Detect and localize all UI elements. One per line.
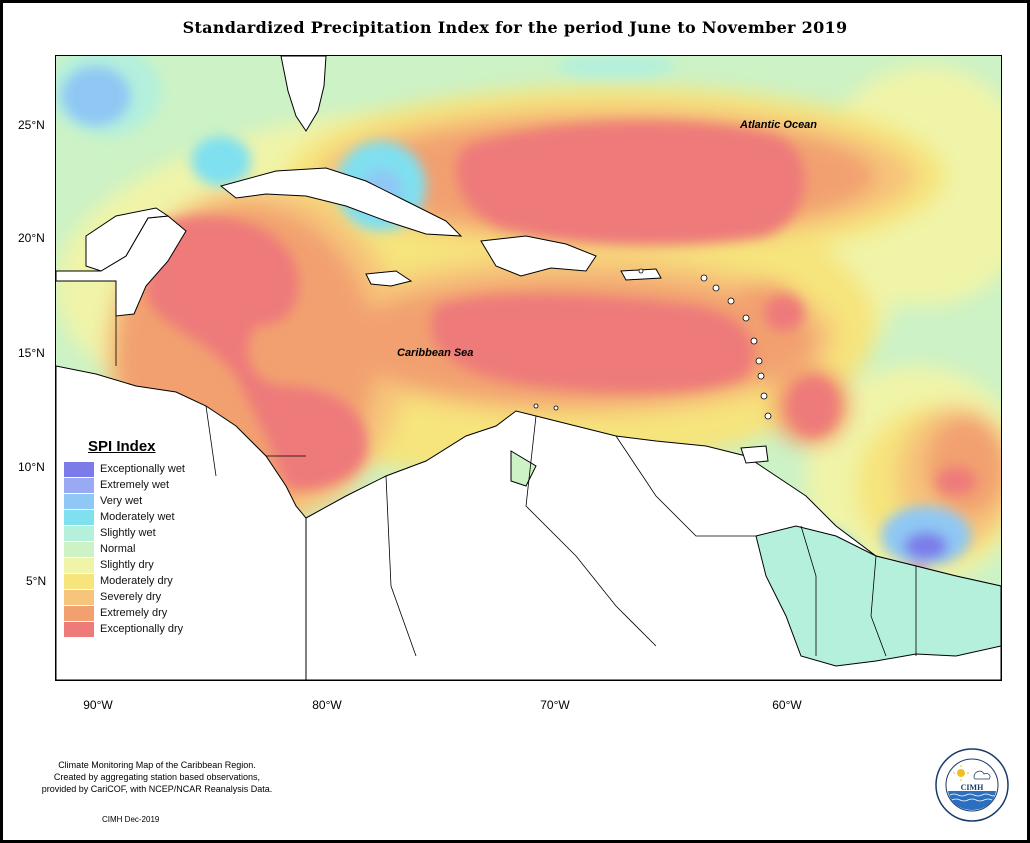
legend-rows: Exceptionally wet Extremely wet Very wet Mo… (64, 461, 244, 637)
legend-swatch (64, 605, 94, 621)
credit-line-3: provided by CariCOF, with NCEP/NCAR Rean… (41, 784, 273, 794)
cloud-icon (973, 770, 991, 780)
legend-item: Slightly dry (64, 557, 244, 573)
legend-swatch (64, 461, 94, 477)
spi-map-canvas (56, 56, 1001, 680)
legend-item: Normal (64, 541, 244, 557)
legend-label: Normal (100, 543, 136, 555)
legend-swatch (64, 525, 94, 541)
legend-item: Slightly wet (64, 525, 244, 541)
lat-tick-20n: 20°N (18, 231, 45, 245)
country-borders (115, 316, 917, 657)
lat-tick-10n: 10°N (18, 460, 45, 474)
lesser-antilles (533, 268, 772, 420)
legend-label: Slightly dry (100, 559, 154, 571)
cimh-logo-graphic: CIMH (935, 748, 1009, 822)
lon-tick-80w: 80°W (312, 698, 342, 712)
legend-label: Moderately wet (100, 511, 175, 523)
lon-tick-70w: 70°W (540, 698, 570, 712)
legend-label: Exceptionally dry (100, 623, 184, 635)
legend-label: Severely dry (100, 591, 162, 603)
credit-line-1: Climate Monitoring Map of the Caribbean … (58, 760, 256, 770)
legend-item: Moderately wet (64, 509, 244, 525)
map-title: Standardized Precipitation Index for the… (182, 18, 848, 37)
legend-label: Exceptionally wet (100, 463, 185, 475)
logo-abbr: CIMH (961, 783, 984, 792)
credit-text: Climate Monitoring Map of the Caribbean … (32, 759, 282, 795)
legend-label: Slightly wet (100, 527, 156, 539)
lat-tick-5n: 5°N (26, 574, 47, 588)
legend-item: Very wet (64, 493, 244, 509)
legend-swatch (64, 509, 94, 525)
cimh-logo: CIMH (934, 747, 1010, 823)
spi-dry-cores (146, 122, 976, 495)
lat-tick-15n: 15°N (18, 346, 45, 360)
legend-label: Moderately dry (100, 575, 173, 587)
legend-item: Extremely dry (64, 605, 244, 621)
legend-swatch (64, 557, 94, 573)
legend-label: Extremely wet (100, 479, 170, 491)
legend-label: Extremely dry (100, 607, 168, 619)
legend-swatch (64, 493, 94, 509)
label-caribbean-sea: Caribbean Sea (397, 347, 474, 359)
lon-tick-60w: 60°W (772, 698, 802, 712)
legend-swatch (64, 477, 94, 493)
legend-item: Exceptionally dry (64, 621, 244, 637)
legend-item: Moderately dry (64, 573, 244, 589)
issue-date: CIMH Dec-2019 (102, 815, 160, 824)
legend-item: Exceptionally wet (64, 461, 244, 477)
lon-tick-90w: 90°W (83, 698, 113, 712)
legend-swatch (64, 573, 94, 589)
legend-swatch (64, 589, 94, 605)
spi-legend: SPI Index Exceptionally wet Extremely wet… (64, 438, 244, 637)
legend-swatch (64, 541, 94, 557)
land-masses (56, 56, 1001, 680)
legend-swatch (64, 621, 94, 637)
sun-icon (957, 769, 965, 777)
spi-map (55, 55, 1002, 681)
legend-title: SPI Index (88, 438, 156, 455)
legend-item: Severely dry (64, 589, 244, 605)
credit-line-2: Created by aggregating station based obs… (53, 772, 261, 782)
label-atlantic-ocean: Atlantic Ocean (740, 119, 818, 131)
legend-label: Very wet (100, 495, 143, 507)
legend-item: Extremely wet (64, 477, 244, 493)
lat-tick-25n: 25°N (18, 118, 45, 132)
